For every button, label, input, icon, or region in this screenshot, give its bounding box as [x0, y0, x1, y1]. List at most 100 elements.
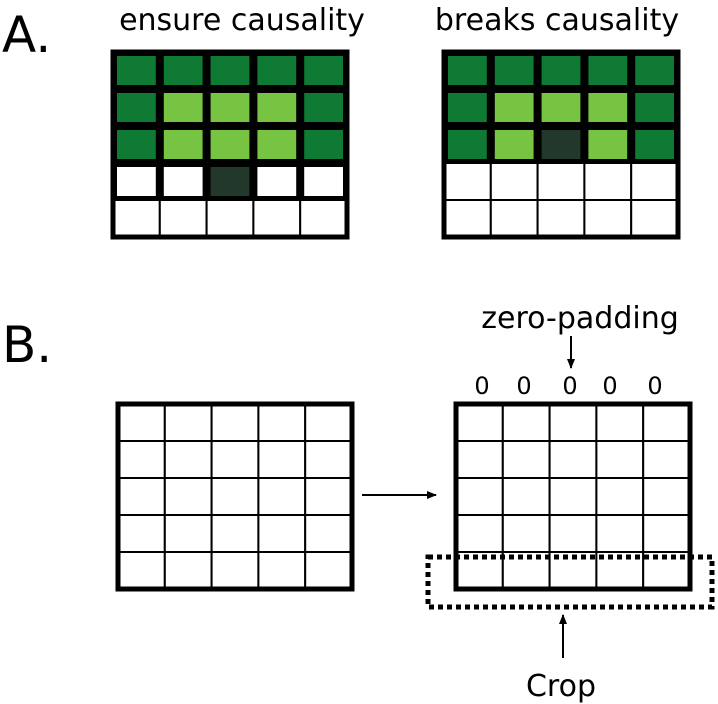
breaks-causality-title: breaks causality	[435, 3, 679, 38]
filled-cell	[448, 56, 487, 85]
grid-cell	[595, 440, 645, 479]
zero-pad-value: 0	[474, 372, 489, 400]
grid-cell	[642, 440, 692, 479]
filled-cell	[163, 130, 203, 159]
grid-cell	[455, 403, 504, 442]
grid-cell	[304, 551, 354, 590]
grid-cell	[443, 162, 492, 201]
zero-pad-value: 0	[602, 372, 617, 400]
ensure-causality-grid	[110, 49, 350, 240]
filled-cell	[494, 130, 534, 159]
grid-frame	[453, 401, 693, 592]
grid-frame	[110, 49, 350, 240]
grid-cell	[158, 199, 208, 238]
zero-pad-value: 0	[647, 372, 662, 400]
grid-cell	[642, 514, 692, 553]
grid-cell	[548, 403, 598, 442]
filled-cell	[494, 93, 534, 122]
filled-cell	[588, 93, 628, 122]
grid-cell	[299, 199, 349, 238]
filled-cell	[163, 167, 203, 196]
grid-cell	[595, 477, 645, 516]
grid-cell	[252, 199, 302, 238]
grid-cell	[163, 440, 213, 479]
grid-cell	[210, 403, 260, 442]
grid-cell	[501, 514, 551, 553]
grid-cell	[536, 199, 586, 238]
grid-cell	[117, 514, 166, 553]
filled-cell	[210, 56, 250, 85]
filled-cell	[541, 93, 581, 122]
grid-cell	[163, 551, 213, 590]
grid-cell	[455, 440, 504, 479]
filled-cell	[210, 130, 250, 159]
grid-cell	[304, 440, 354, 479]
grid-cell	[205, 199, 255, 238]
input-grid	[115, 401, 355, 592]
filled-cell	[635, 130, 674, 159]
filled-cell	[494, 56, 534, 85]
grid-cell	[501, 403, 551, 442]
grid-cell	[642, 403, 692, 442]
filled-cell	[541, 130, 581, 159]
grid-cell	[595, 514, 645, 553]
grid-cell	[489, 199, 539, 238]
grid-cell	[257, 403, 307, 442]
grid-cell	[642, 477, 692, 516]
grid-cell	[501, 477, 551, 516]
filled-cell	[448, 130, 487, 159]
grid-cell	[210, 514, 260, 553]
grid-cell	[210, 551, 260, 590]
grid-cell	[117, 440, 166, 479]
breaks-causality-grid	[441, 49, 681, 240]
filled-cell	[117, 56, 156, 85]
filled-cell	[210, 93, 250, 122]
ensure-causality-title: ensure causality	[119, 3, 365, 38]
crop-label: Crop	[526, 669, 596, 704]
filled-cell	[257, 167, 297, 196]
grid-cell	[630, 162, 680, 201]
filled-cell	[163, 93, 203, 122]
grid-cell	[548, 477, 598, 516]
filled-cell	[635, 93, 674, 122]
grid-cell	[112, 199, 161, 238]
filled-cell	[588, 56, 628, 85]
grid-cell	[257, 551, 307, 590]
grid-cell	[257, 477, 307, 516]
filled-cell	[257, 130, 297, 159]
grid-cell	[536, 162, 586, 201]
grid-cell	[489, 162, 539, 201]
grid-cell	[210, 440, 260, 479]
grid-cell	[163, 514, 213, 553]
filled-cell	[304, 93, 343, 122]
grid-cell	[548, 440, 598, 479]
grid-cell	[163, 403, 213, 442]
filled-cell	[448, 93, 487, 122]
filled-cell	[304, 167, 343, 196]
grid-cell	[117, 403, 166, 442]
filled-cell	[210, 167, 250, 196]
zero-pad-value: 0	[562, 372, 577, 400]
panel-a-label: A.	[2, 6, 51, 64]
grid-cell	[257, 514, 307, 553]
grid-cell	[455, 477, 504, 516]
grid-cell	[117, 477, 166, 516]
grid-cell	[257, 440, 307, 479]
grid-cell	[304, 477, 354, 516]
grid-frame	[441, 49, 681, 240]
padded-output-grid	[453, 401, 693, 592]
zero-pad-value: 0	[516, 372, 531, 400]
grid-cell	[630, 199, 680, 238]
grid-cell	[548, 514, 598, 553]
grid-cell	[304, 403, 354, 442]
grid-cell	[455, 514, 504, 553]
grid-frame	[115, 401, 355, 592]
grid-cell	[583, 162, 633, 201]
filled-cell	[588, 130, 628, 159]
grid-cell	[117, 551, 166, 590]
grid-cell	[210, 477, 260, 516]
grid-cell	[163, 477, 213, 516]
filled-cell	[257, 93, 297, 122]
